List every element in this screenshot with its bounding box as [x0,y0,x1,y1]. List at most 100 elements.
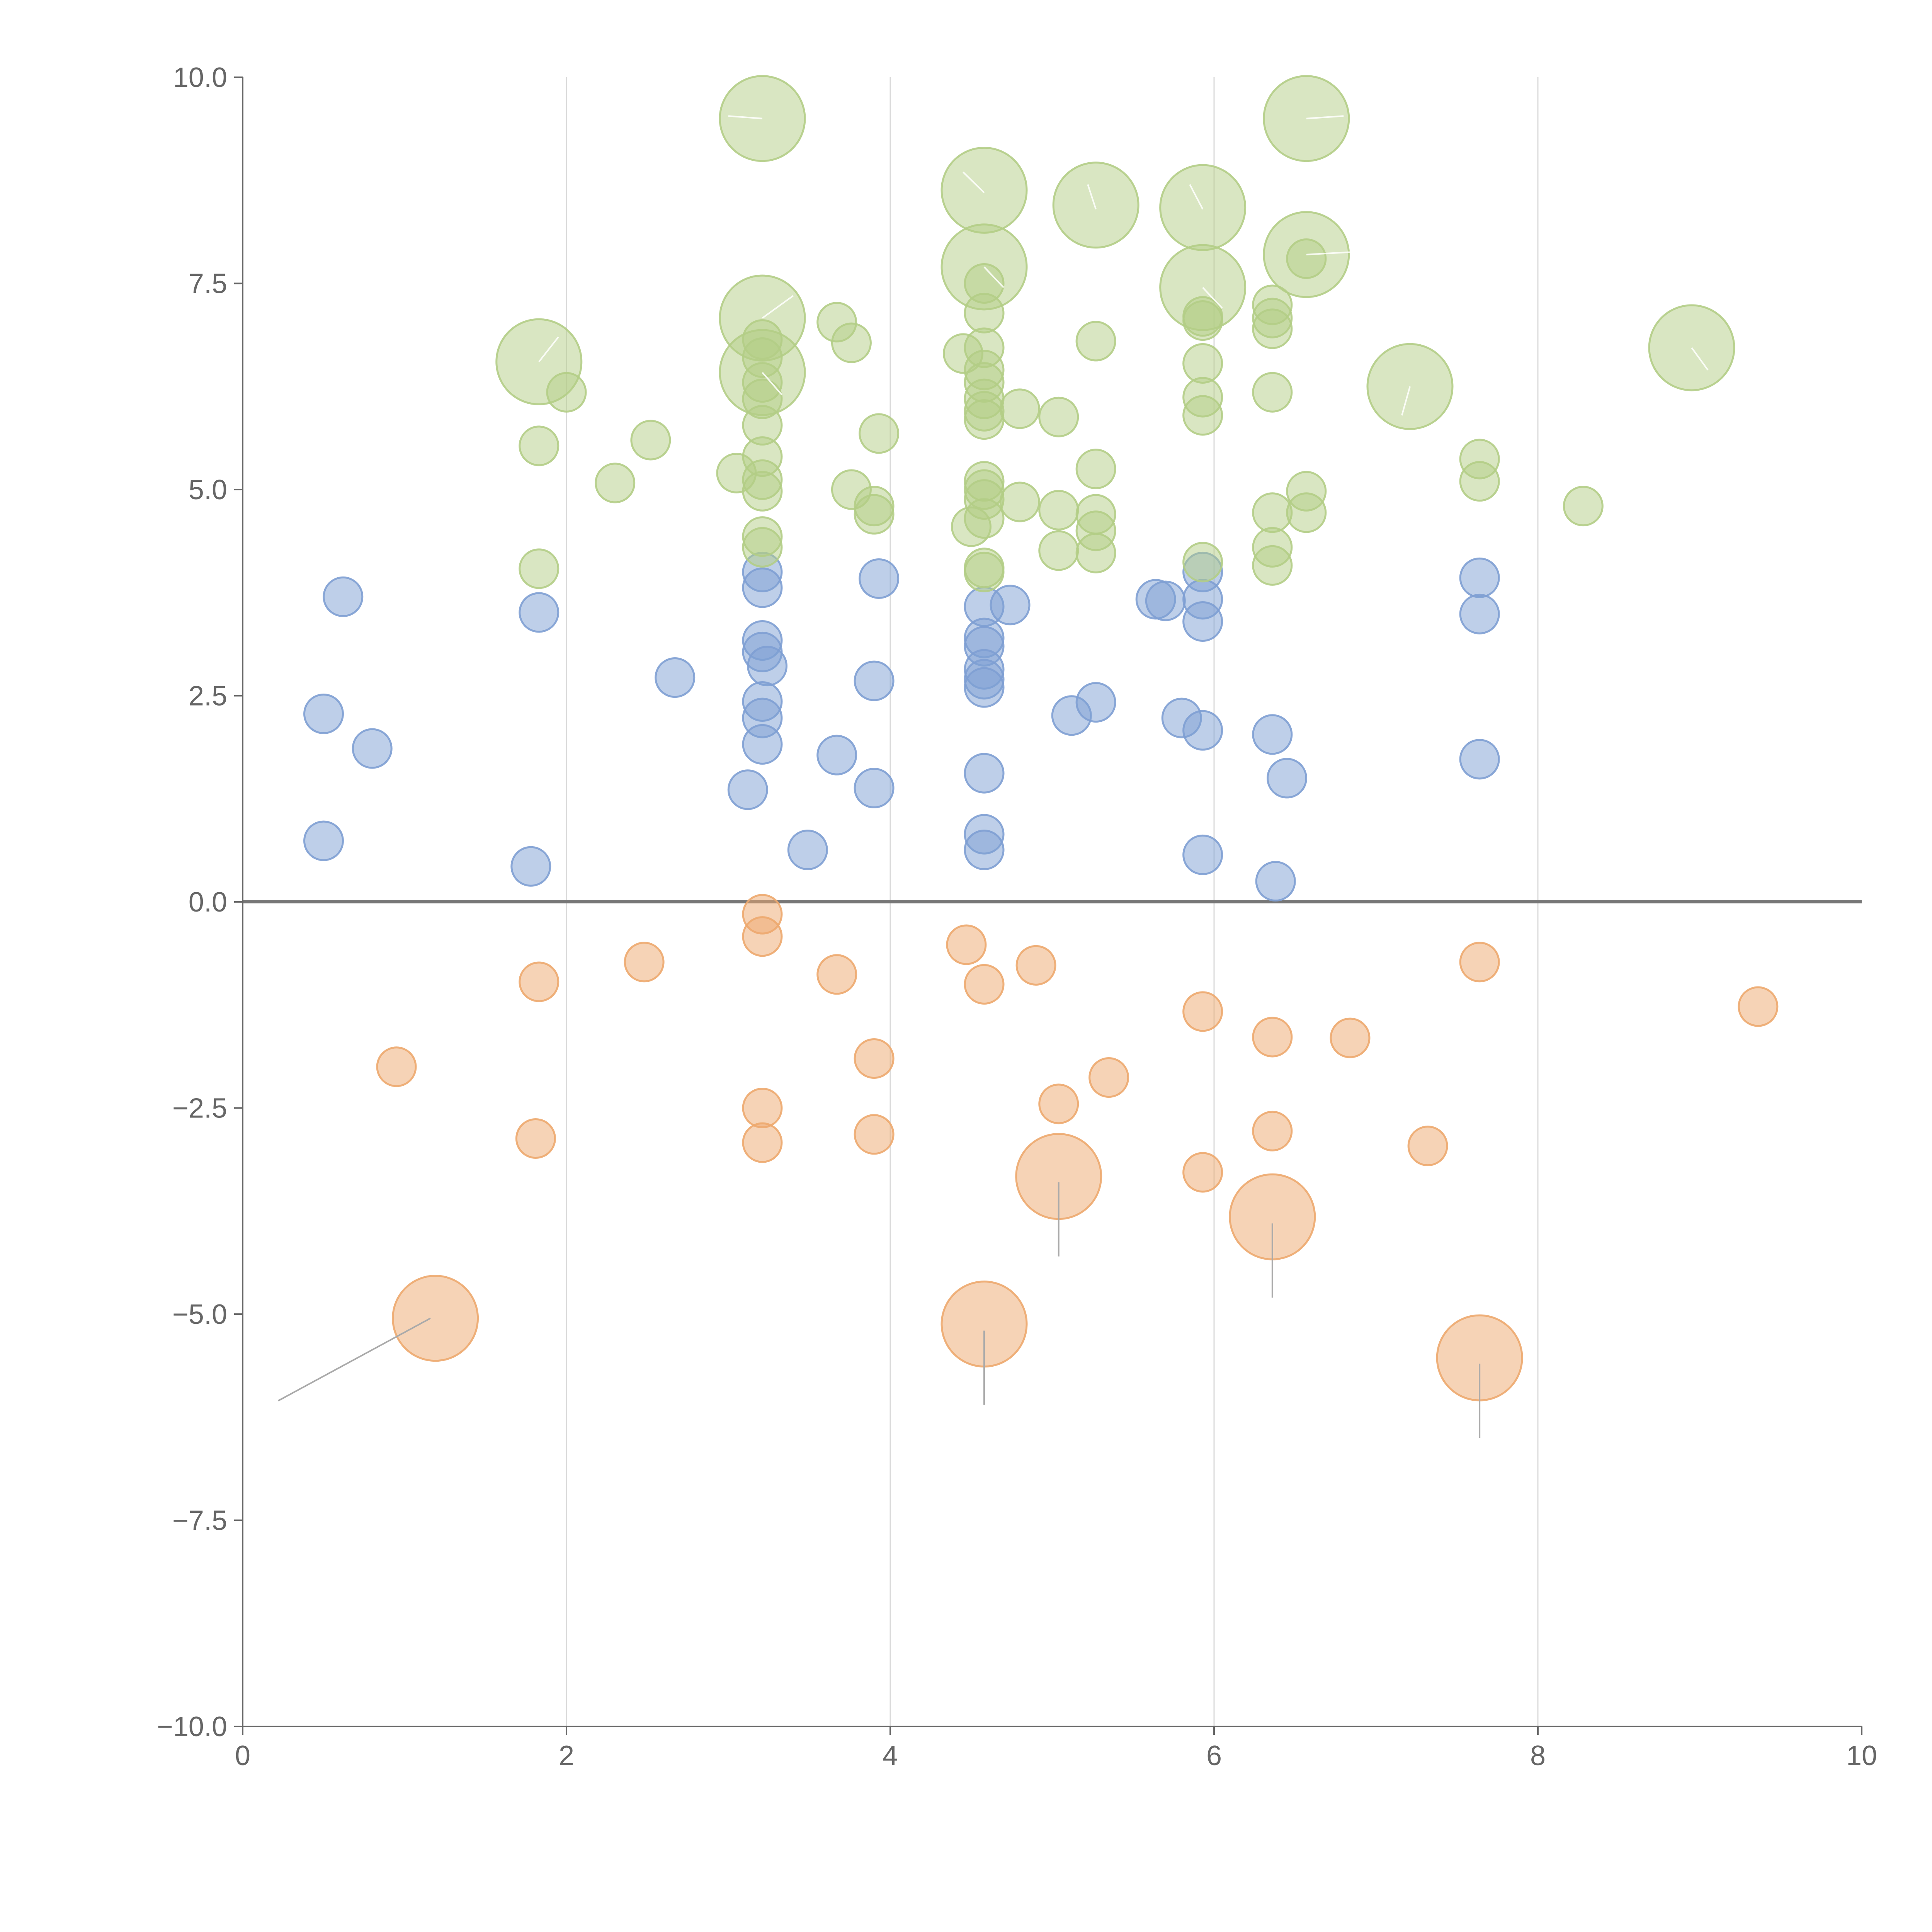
data-point [1145,580,1186,621]
data-point [816,954,857,995]
data-point [630,420,671,461]
data-point [1075,321,1116,362]
data-point [787,830,828,871]
data-point [1252,545,1293,586]
data-point [727,769,768,810]
axes: 0 2 4 6 8 10 10.0 7.5 5.0 2.5 0.0 −2.5 −5.0 −7.5 −10.… [157,62,1877,1771]
data-point [747,646,788,687]
data-point [1286,492,1327,533]
data-point [546,372,587,413]
data-point [854,1038,895,1079]
leader-lines [278,115,1709,1438]
data-point [742,527,783,568]
x-tick-label: 0 [235,1740,250,1771]
annotation-leader-line [983,266,1004,288]
data-point [742,471,783,512]
data-point [376,1046,417,1087]
y-tick-label: −10.0 [157,1711,227,1742]
data-point [964,964,1005,1005]
data-point [624,942,665,983]
data-point [946,924,987,965]
data-point [595,463,636,503]
data-point [519,592,560,633]
annotation-leader-line [762,295,794,319]
data-point [1075,449,1116,490]
x-tick-label: 8 [1530,1740,1546,1771]
annotation-leader-line [1189,184,1204,210]
x-tick-label: 10 [1846,1740,1877,1771]
data-point [1088,1057,1129,1098]
data-point [1182,834,1223,875]
annotation-leader-line [963,171,985,194]
data-point [519,548,560,589]
data-point [1038,530,1079,571]
data-point [1255,861,1296,902]
data-point [1182,601,1223,642]
data-point [1459,942,1500,983]
data-point [1267,758,1308,799]
data-point [1407,1126,1448,1167]
data-point [999,388,1040,429]
y-tick-label: 5.0 [189,474,227,505]
annotation-leader-line [1306,251,1352,255]
annotation-leader-line [538,336,559,362]
data-point [964,399,1005,440]
data-point [964,830,1005,871]
data-point [1330,1017,1371,1058]
data-point [1182,300,1223,341]
data-point [1038,490,1079,531]
annotation-leader-line [1306,115,1344,119]
data-point [854,768,895,809]
data-point [1252,372,1293,413]
x-tick-label: 2 [559,1740,574,1771]
x-tick-label: 4 [883,1740,898,1771]
data-point [303,693,344,734]
data-point [1182,542,1223,583]
data-point [859,413,900,454]
data-point [392,1275,479,1362]
data-point [1052,162,1139,249]
y-tick-label: −7.5 [172,1505,227,1536]
data-point [859,558,900,599]
data-point [742,1122,783,1163]
annotation-leader-line [278,1317,431,1401]
data-point [1252,714,1293,755]
data-point [951,506,992,547]
data-point [831,322,872,363]
data-point [1459,557,1500,598]
data-point [742,724,783,765]
data-point [1252,308,1293,349]
data-point [323,576,364,617]
data-point [1075,682,1116,723]
annotation-leader-line [1401,386,1411,416]
data-point [964,753,1005,794]
data-point [964,551,1005,592]
data-point [1563,486,1604,527]
data-point [1252,492,1293,533]
data-point [854,494,895,535]
x-axis-ticks: 0 2 4 6 8 10 [235,1726,1877,1771]
data-point [940,146,1028,234]
data-point [742,916,783,957]
y-tick-label: −2.5 [172,1093,227,1124]
y-tick-label: 2.5 [189,681,227,712]
data-point [1252,1111,1293,1151]
data-point [816,735,857,776]
data-point [655,657,696,698]
annotation-leader-line [1087,184,1097,210]
data-point [1286,238,1327,279]
data-point [964,667,1005,708]
data-point [990,585,1031,626]
data-point [854,1114,895,1155]
annotation-leader-line [728,115,763,119]
data-point [1182,1152,1223,1193]
data-point [1459,739,1500,780]
data-point [1182,710,1223,751]
data-point [1182,395,1223,436]
data-point [519,961,560,1002]
data-point [1252,1017,1293,1058]
annotation-leader-line [1691,347,1709,371]
data-point [742,567,783,608]
y-tick-label: 10.0 [173,62,227,93]
